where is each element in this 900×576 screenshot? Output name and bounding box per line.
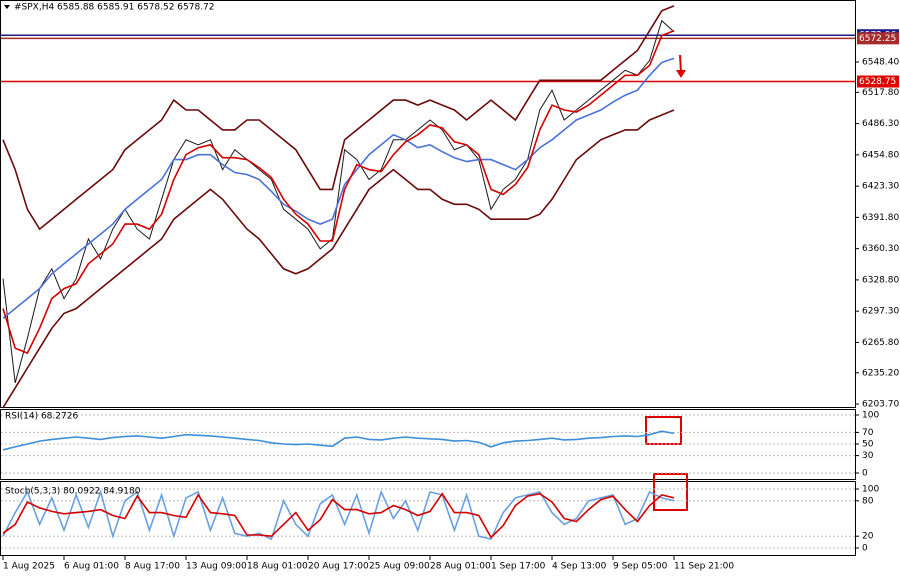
x-tick-label: 6 Aug 01:00 [64,562,119,572]
series-line [2,5,675,231]
price-tag-label: 6528.75 [859,77,896,87]
y-tick-label: 6360.30 [862,244,899,254]
y-tick-label: 6265.80 [862,338,899,348]
y-tick-label: 70 [862,428,874,438]
series-line [2,29,675,355]
y-tick-label: 20 [862,532,874,542]
x-tick-label: 1 Aug 2025 [3,562,55,572]
y-tick-label: 6391.80 [862,213,899,223]
y-tick-label: 80 [862,496,874,506]
menu-icon [4,5,10,9]
x-tick-label: 8 Aug 17:00 [125,562,180,572]
x-tick-label: 9 Sep 05:00 [613,562,668,572]
y-tick-label: 100 [862,485,879,495]
series-line [2,57,675,320]
y-tick-label: 6235.20 [862,368,899,378]
y-tick-label: 6203.70 [862,400,899,410]
y-tick-label: 30 [862,451,874,461]
y-tick-label: 6548.40 [862,58,899,68]
x-tick-label: 20 Aug 17:00 [308,562,369,572]
rsi-panel [0,409,856,480]
x-tick-label: 13 Aug 09:00 [186,562,247,572]
panel-title: RSI(14) 68.2726 [5,412,78,422]
panel-title: Stoch(5,3,3) 80.0922 84.9180 [5,487,141,497]
x-tick-label: 1 Sep 17:00 [491,562,546,572]
y-tick-label: 0 [862,469,868,479]
series-line [2,19,675,384]
y-tick-label: 50 [862,440,874,450]
price-tag [857,32,899,45]
highlight-box [653,473,688,511]
main-panel [0,0,856,408]
x-tick-label: 4 Sep 13:00 [552,562,607,572]
y-tick-label: 6297.30 [862,307,899,317]
y-tick-label: 6486.30 [862,119,899,129]
y-tick-label: 100 [862,411,879,421]
y-tick-label: 6423.30 [862,182,899,192]
arrow [679,54,682,73]
y-tick-label: 6517.80 [862,88,899,98]
x-tick-label: 25 Aug 09:00 [369,562,430,572]
series-line [2,109,675,409]
panel-title: #SPX,H4 6585.88 6585.91 6578.52 6578.72 [14,3,215,13]
series-line [2,492,675,539]
y-tick-label: 6454.80 [862,150,899,160]
x-tick-label: 28 Aug 01:00 [430,562,491,572]
series-line [2,430,675,451]
y-tick-label: 0 [862,544,868,554]
highlight-box [645,416,682,445]
x-tick-label: 11 Sep 21:00 [674,562,734,572]
stoch-panel [0,481,856,556]
y-tick-label: 6328.80 [862,275,899,285]
price-tag [857,75,899,88]
price-tag-label: 6572.25 [859,34,896,44]
series-line [2,489,675,541]
arrow-head [676,70,686,78]
x-tick-label: 18 Aug 01:00 [247,562,308,572]
